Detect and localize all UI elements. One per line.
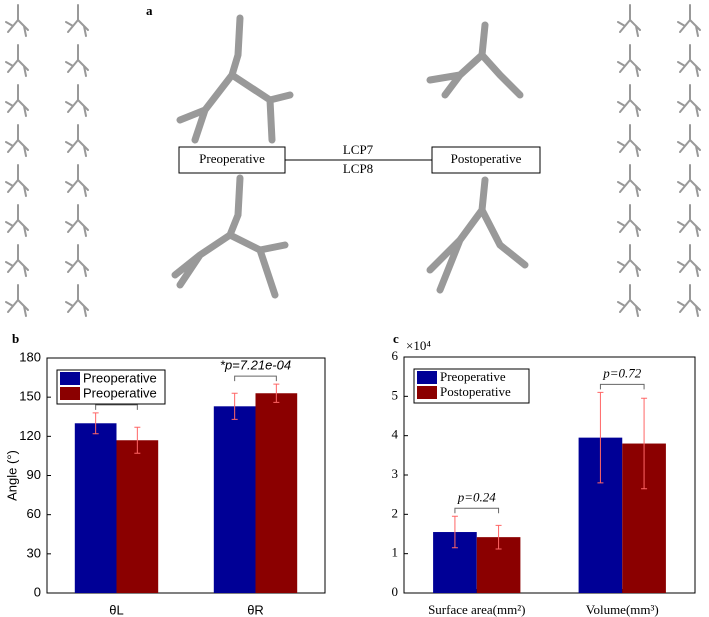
y-tick-label: 30 bbox=[27, 545, 41, 560]
airway-thumb bbox=[65, 84, 89, 117]
airway-thumb bbox=[65, 164, 89, 197]
y-tick-label: 2 bbox=[392, 505, 399, 520]
airway-thumb bbox=[677, 4, 701, 37]
airway-thumb bbox=[677, 124, 701, 157]
x-tick-label: Surface area(mm²) bbox=[428, 602, 525, 617]
airway-thumb bbox=[5, 124, 29, 157]
airway-thumb bbox=[5, 4, 29, 37]
error-bar bbox=[597, 391, 604, 484]
annotation: *p=7.21e-04 bbox=[220, 358, 291, 373]
x-tick-label: θR bbox=[247, 602, 264, 617]
annotation: p=0.24 bbox=[457, 489, 497, 504]
airway-thumb bbox=[677, 84, 701, 117]
legend-label: Preoperative bbox=[83, 385, 157, 400]
thumbnails bbox=[5, 4, 701, 317]
panel-label: c bbox=[393, 331, 399, 346]
airway-model bbox=[171, 14, 529, 299]
airway-thumb bbox=[617, 204, 641, 237]
airway-thumb bbox=[5, 84, 29, 117]
airway-thumb bbox=[5, 164, 29, 197]
legend-swatch bbox=[417, 371, 437, 384]
airway-thumb bbox=[65, 284, 89, 317]
airway-thumb bbox=[617, 124, 641, 157]
error-bar bbox=[451, 515, 458, 549]
legend-swatch bbox=[60, 387, 80, 400]
legend-label: Preoperative bbox=[440, 369, 506, 384]
legend-swatch bbox=[417, 386, 437, 399]
panel-label: a bbox=[146, 3, 153, 18]
legend-label: Preoperative bbox=[83, 370, 157, 385]
panel-label: b bbox=[12, 331, 19, 346]
airway-thumb bbox=[617, 244, 641, 277]
significance-bracket bbox=[95, 404, 138, 410]
y-tick-label: 6 bbox=[392, 348, 399, 363]
airway-thumb bbox=[677, 204, 701, 237]
y-tick-label: 0 bbox=[34, 584, 41, 599]
annotation: p=0.72 bbox=[602, 365, 642, 380]
y-tick-label: 1 bbox=[392, 545, 399, 560]
airway-thumb bbox=[65, 44, 89, 77]
airway-thumb bbox=[5, 284, 29, 317]
legend-swatch bbox=[60, 372, 80, 385]
airway-thumb bbox=[5, 204, 29, 237]
airway-thumb bbox=[5, 244, 29, 277]
airway-thumb bbox=[5, 44, 29, 77]
bar bbox=[116, 440, 159, 593]
airway-thumb bbox=[617, 164, 641, 197]
box bbox=[431, 146, 541, 174]
link-label: LCP8 bbox=[343, 161, 373, 176]
bar bbox=[255, 393, 298, 593]
error-bar bbox=[495, 524, 502, 550]
error-bar bbox=[273, 383, 280, 403]
significance-bracket bbox=[234, 375, 277, 382]
y-tick-label: 3 bbox=[392, 466, 399, 481]
airway-thumb bbox=[677, 284, 701, 317]
airway-thumb bbox=[617, 4, 641, 37]
error-bar bbox=[134, 426, 141, 454]
box bbox=[178, 146, 286, 174]
airway-thumb bbox=[677, 164, 701, 197]
x-tick-label: Volume(mm³) bbox=[586, 602, 659, 617]
airway-thumb bbox=[617, 284, 641, 317]
significance-bracket bbox=[599, 383, 645, 390]
airway-thumb bbox=[65, 4, 89, 37]
y-tick-label: 5 bbox=[392, 387, 399, 402]
y-tick-label: 150 bbox=[19, 389, 41, 404]
box-label: Postoperative bbox=[451, 151, 522, 166]
y-axis-label: Angle (°) bbox=[4, 450, 19, 501]
error-bar bbox=[641, 397, 648, 490]
airway-thumb bbox=[617, 84, 641, 117]
y-tick-label: 60 bbox=[27, 506, 41, 521]
chart: 0 1 2 3 4 5 6 ×10⁴ Surface area(mm²) p=0.24 Volume… bbox=[392, 338, 696, 617]
y-tick-label: 4 bbox=[392, 427, 399, 442]
y-tick-label: 0 bbox=[392, 584, 399, 599]
airway-thumb bbox=[677, 44, 701, 77]
y-tick-label: 180 bbox=[19, 349, 41, 364]
bar bbox=[74, 423, 117, 593]
airway-thumb bbox=[677, 244, 701, 277]
airway-thumb bbox=[65, 204, 89, 237]
airway-thumb bbox=[65, 244, 89, 277]
error-bar bbox=[231, 392, 238, 420]
x-tick-label: θL bbox=[109, 602, 123, 617]
box-label: Preoperative bbox=[199, 151, 265, 166]
legend-label: Postoperative bbox=[440, 384, 511, 399]
link-label: LCP7 bbox=[343, 142, 374, 157]
significance-bracket bbox=[454, 507, 500, 514]
bar bbox=[213, 406, 256, 593]
panel-a: a Preoperative Postoperative LCP7 LCP8 bbox=[5, 3, 701, 317]
y-tick-label: 90 bbox=[27, 467, 41, 482]
airway-thumb bbox=[617, 44, 641, 77]
y-tick-label: 120 bbox=[19, 428, 41, 443]
axis-multiplier: ×10⁴ bbox=[406, 338, 431, 353]
error-bar bbox=[92, 412, 99, 435]
airway-thumb bbox=[65, 124, 89, 157]
